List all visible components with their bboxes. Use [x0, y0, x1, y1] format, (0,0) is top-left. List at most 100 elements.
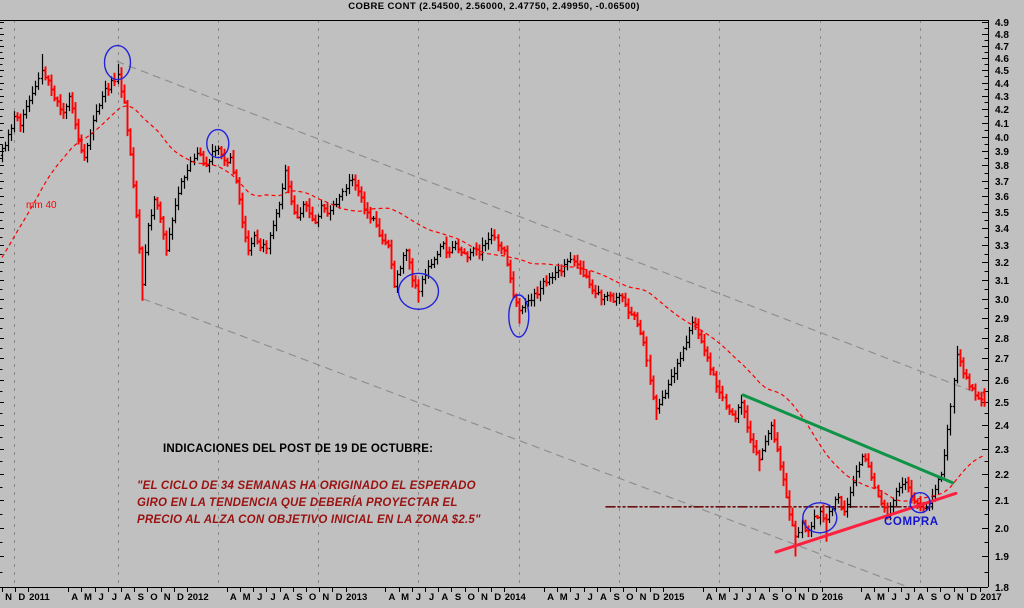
- month-label: D: [653, 592, 660, 603]
- month-label: S: [931, 592, 937, 603]
- price-label: 1.8: [995, 583, 1009, 594]
- month-label: A: [124, 592, 131, 603]
- price-label: 3.0: [995, 295, 1009, 306]
- month-label: D: [494, 592, 501, 603]
- trendline-resistance-green: [741, 393, 955, 485]
- month-label: A: [917, 592, 924, 603]
- price-label: 2.5: [995, 398, 1009, 409]
- quote-line-1: "EL CICLO DE 34 SEMANAS HA ORIGINADO EL …: [137, 480, 476, 492]
- month-label: O: [309, 592, 316, 603]
- price-label: 4.7: [995, 42, 1009, 53]
- month-label: S: [613, 592, 619, 603]
- chart-title: COBRE CONT (2.54500, 2.56000, 2.47750, 2…: [348, 1, 640, 12]
- month-label: J: [429, 592, 434, 603]
- price-label: 2.2: [995, 470, 1009, 481]
- quote-line-2: GIRO EN LA TENDENCIA QUE DEBERÍA PROYECT…: [137, 497, 458, 509]
- month-label: M: [401, 592, 409, 603]
- price-bars-up: [0, 54, 960, 539]
- month-label: A: [759, 592, 766, 603]
- moving-average-line: [1, 105, 985, 502]
- month-label: D: [18, 592, 25, 603]
- month-label: A: [71, 592, 78, 603]
- cycle-circle: [802, 502, 838, 534]
- date-axis-labels: N D 2011 A M J J A S O N D 2012 A M J J A S O N D 2013 A M J J A S O N…: [5, 592, 1002, 603]
- price-label: 4.3: [995, 92, 1009, 103]
- month-label: J: [112, 592, 117, 603]
- month-label: D: [970, 592, 977, 603]
- year-label: 2013: [346, 592, 367, 603]
- price-label: 3.1: [995, 276, 1009, 287]
- cycle-circle: [206, 128, 230, 159]
- month-label: S: [772, 592, 778, 603]
- price-label: 2.6: [995, 376, 1009, 387]
- price-label: 1.9: [995, 552, 1009, 563]
- month-label: J: [905, 592, 910, 603]
- cycle-circle: [909, 492, 931, 514]
- month-label: D: [336, 592, 343, 603]
- price-label: 4.1: [995, 119, 1009, 130]
- buy-signal-label: COMPRA: [884, 516, 939, 528]
- month-label: J: [892, 592, 897, 603]
- month-label: A: [388, 592, 395, 603]
- month-label: A: [706, 592, 713, 603]
- month-label: A: [600, 592, 607, 603]
- trendline-channel-lower: [142, 298, 909, 588]
- price-axis-ticks: [0, 22, 988, 588]
- price-label: 3.9: [995, 147, 1009, 158]
- price-label: 2.1: [995, 496, 1009, 507]
- price-label: 2.7: [995, 354, 1009, 365]
- cycle-circle: [397, 272, 440, 310]
- price-label: 2.8: [995, 334, 1009, 345]
- date-axis-ticks: [2, 587, 981, 592]
- moving-average-label: mm 40: [26, 200, 57, 211]
- price-label: 3.2: [995, 258, 1009, 269]
- month-label: N: [798, 592, 805, 603]
- plot-frame: [0, 20, 989, 588]
- month-label: S: [455, 592, 461, 603]
- year-label: 2012: [187, 592, 208, 603]
- month-label: A: [547, 592, 554, 603]
- month-label: N: [5, 592, 12, 603]
- price-label: 2.4: [995, 421, 1009, 432]
- month-label: J: [574, 592, 579, 603]
- month-label: O: [626, 592, 633, 603]
- month-label: O: [943, 592, 950, 603]
- price-label: 3.4: [995, 224, 1009, 235]
- price-label: 4.0: [995, 133, 1009, 144]
- year-label: 2014: [505, 592, 527, 603]
- month-label: N: [957, 592, 964, 603]
- month-label: O: [785, 592, 792, 603]
- price-label: 4.5: [995, 66, 1009, 77]
- price-label: 3.8: [995, 161, 1009, 172]
- month-label: A: [864, 592, 871, 603]
- month-label: J: [733, 592, 738, 603]
- price-axis-labels: 1.8 1.9 2.0 2.1 2.2 2.3 2.4 2.5 2.6 2.7 2.8 2.9 3.0 3…: [995, 18, 1009, 594]
- post-quote-annotation: "EL CICLO DE 34 SEMANAS HA ORIGINADO EL …: [137, 478, 481, 529]
- month-label: M: [877, 592, 885, 603]
- price-label: 3.5: [995, 208, 1009, 219]
- post-heading-annotation: INDICACIONES DEL POST DE 19 DE OCTUBRE:: [163, 443, 434, 455]
- month-label: A: [441, 592, 448, 603]
- quote-line-3: PRECIO AL ALZA CON OBJETIVO INICIAL EN L…: [137, 514, 481, 526]
- cycle-circles: [103, 44, 931, 534]
- month-label: N: [640, 592, 647, 603]
- price-label: 3.3: [995, 241, 1009, 252]
- month-label: D: [811, 592, 818, 603]
- year-label: 2011: [29, 592, 50, 603]
- month-label: M: [243, 592, 251, 603]
- cycle-circle: [103, 44, 132, 81]
- month-label: N: [164, 592, 171, 603]
- month-label: A: [283, 592, 290, 603]
- month-label: S: [296, 592, 302, 603]
- month-label: N: [481, 592, 488, 603]
- trendline-channel-upper: [116, 60, 989, 398]
- price-label: 2.3: [995, 445, 1009, 456]
- price-label: 4.4: [995, 79, 1009, 90]
- month-label: J: [416, 592, 421, 603]
- month-label: O: [468, 592, 475, 603]
- price-label: 4.8: [995, 30, 1009, 41]
- cycle-circle: [508, 294, 530, 338]
- year-label: 2016: [822, 592, 843, 603]
